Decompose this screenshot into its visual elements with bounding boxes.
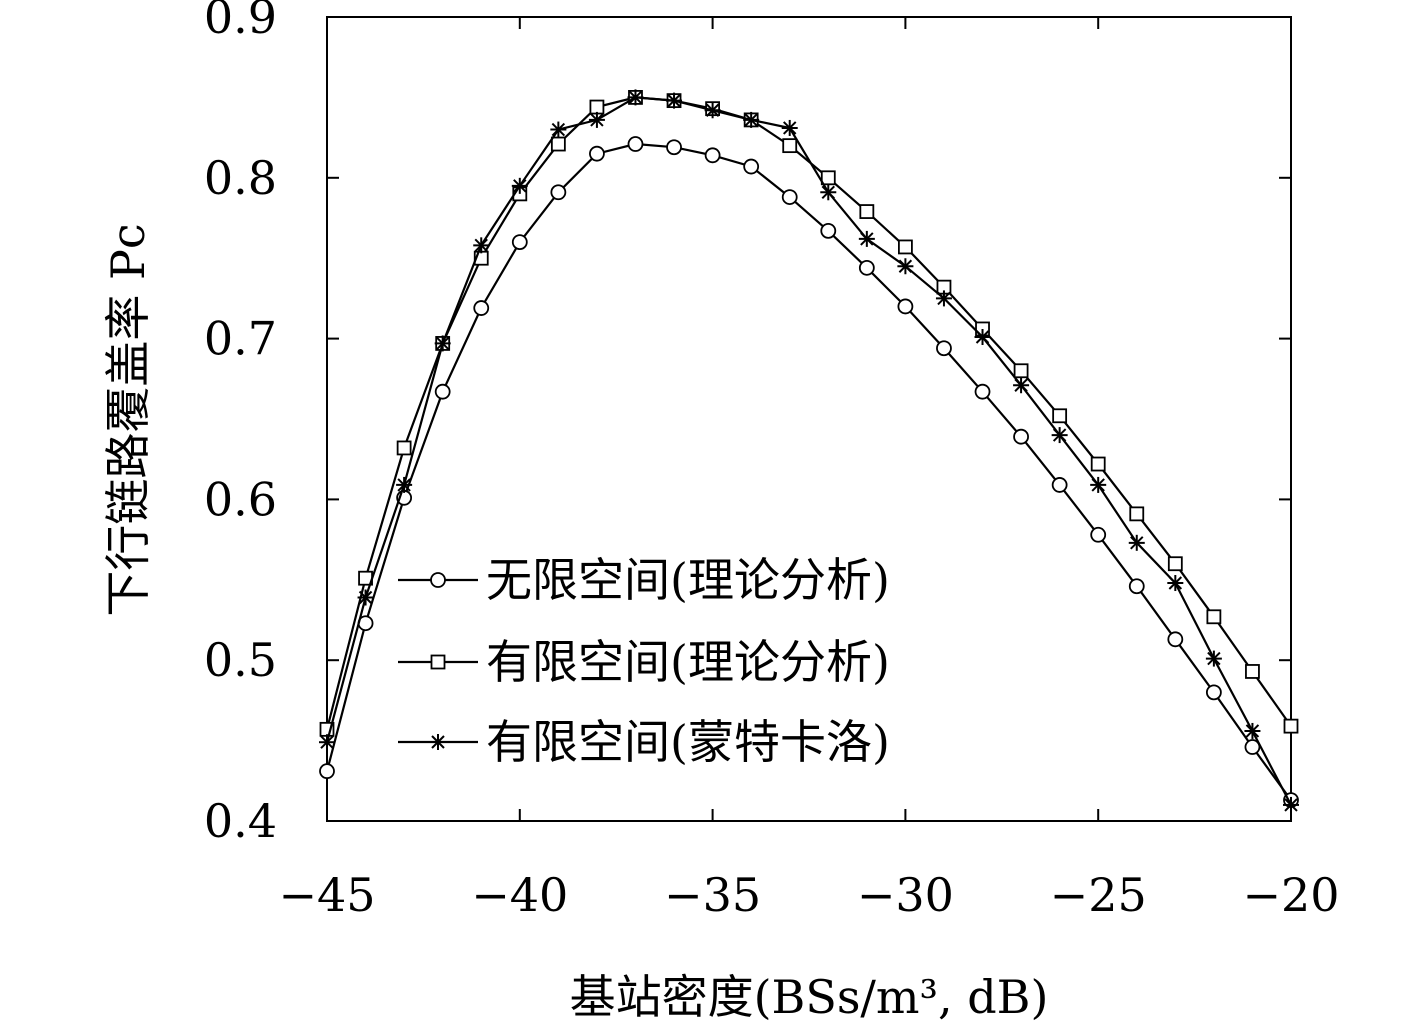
data-point-star bbox=[319, 734, 335, 751]
data-point-star bbox=[1244, 722, 1261, 739]
y-axis-label: 下行链路覆盖率 Pc bbox=[101, 223, 155, 616]
data-point-star bbox=[820, 184, 837, 201]
data-point-star bbox=[1205, 650, 1222, 667]
data-point-star bbox=[1051, 427, 1068, 444]
data-point-circle bbox=[743, 158, 760, 175]
data-point-circle bbox=[858, 259, 875, 276]
data-point-star bbox=[550, 121, 567, 138]
y-tick-label: 0.5 bbox=[204, 633, 277, 687]
data-point-circle bbox=[781, 189, 798, 205]
data-point-circle bbox=[666, 139, 682, 156]
data-point-circle bbox=[974, 383, 991, 400]
data-point-square bbox=[1167, 556, 1183, 572]
data-point-star bbox=[1283, 796, 1299, 813]
data-point-circle bbox=[1051, 477, 1068, 493]
data-point-square bbox=[1090, 456, 1106, 472]
data-point-circle bbox=[473, 300, 490, 316]
data-point-square bbox=[1245, 664, 1260, 679]
data-point-circle bbox=[1244, 739, 1261, 755]
data-point-square bbox=[550, 136, 566, 152]
y-tick-labels: 0.4 0.5 0.6 0.7 0.8 0.9 bbox=[204, 0, 277, 848]
data-point-star bbox=[1128, 534, 1145, 551]
legend-label-2: 有限空间(蒙特卡洛) bbox=[486, 715, 890, 769]
data-point-star bbox=[1013, 377, 1030, 394]
data-point-circle bbox=[1013, 428, 1029, 445]
data-point-star bbox=[897, 258, 914, 275]
data-point-star bbox=[627, 89, 644, 106]
series-0 bbox=[319, 136, 1299, 808]
series-line-0 bbox=[325, 142, 1292, 801]
y-tick-label: 0.7 bbox=[204, 312, 277, 366]
data-point-star bbox=[511, 177, 528, 194]
axis-ticks bbox=[326, 16, 1292, 822]
data-point-circle bbox=[1090, 526, 1107, 543]
data-point-circle bbox=[1205, 684, 1222, 701]
legend-item-1: 有限空间(理论分析) bbox=[398, 635, 890, 689]
data-point-star bbox=[357, 589, 374, 606]
data-point-star bbox=[858, 230, 875, 247]
data-point-square bbox=[859, 204, 875, 219]
legend-label-0: 无限空间(理论分析) bbox=[486, 553, 890, 607]
data-point-star bbox=[704, 102, 721, 119]
data-point-star bbox=[396, 476, 413, 493]
data-point-circle bbox=[897, 298, 914, 315]
legend-item-2: 有限空间(蒙特卡洛) bbox=[398, 715, 890, 769]
data-point-star bbox=[935, 290, 952, 307]
x-tick-label: −25 bbox=[1050, 868, 1147, 922]
data-point-circle bbox=[589, 145, 605, 162]
data-point-square bbox=[782, 138, 798, 154]
data-point-square bbox=[820, 170, 836, 186]
x-tick-labels: −45 −40 −35 −30 −25 −20 bbox=[278, 868, 1339, 922]
data-point-circle bbox=[434, 383, 451, 400]
x-axis-label: 基站密度(BSs/m³, dB) bbox=[570, 970, 1049, 1024]
data-point-star bbox=[974, 328, 991, 345]
legend-item-0: 无限空间(理论分析) bbox=[398, 553, 890, 607]
series-line-2 bbox=[325, 96, 1292, 806]
data-point-star bbox=[666, 92, 683, 109]
y-tick-label: 0.6 bbox=[204, 472, 277, 526]
x-tick-label: −20 bbox=[1242, 868, 1339, 922]
data-point-square bbox=[1206, 609, 1222, 625]
y-tick-label: 0.4 bbox=[204, 794, 277, 848]
legend-marker-star bbox=[430, 734, 446, 750]
y-tick-label: 0.9 bbox=[204, 0, 277, 44]
data-point-star bbox=[1090, 476, 1107, 493]
legend-label-1: 有限空间(理论分析) bbox=[486, 635, 890, 689]
legend-marker-circle bbox=[430, 572, 446, 588]
data-point-circle bbox=[550, 184, 567, 201]
x-tick-label: −45 bbox=[278, 868, 375, 922]
data-point-circle bbox=[627, 136, 644, 152]
data-point-star bbox=[473, 237, 490, 254]
data-point-square bbox=[589, 99, 605, 115]
data-point-circle bbox=[1167, 631, 1184, 648]
data-point-square bbox=[1129, 506, 1145, 522]
data-point-star bbox=[743, 111, 760, 128]
y-tick-label: 0.8 bbox=[204, 151, 277, 205]
data-point-star bbox=[434, 335, 451, 352]
data-point-circle bbox=[820, 222, 837, 239]
data-point-circle bbox=[936, 340, 952, 357]
plot-area-frame bbox=[326, 16, 1292, 822]
data-point-circle bbox=[1128, 578, 1145, 595]
data-point-square bbox=[898, 239, 913, 255]
legend: 无限空间(理论分析) 有限空间(理论分析) 有限空间(蒙特卡洛) bbox=[398, 553, 890, 769]
data-point-star bbox=[588, 111, 605, 128]
legend-marker-square bbox=[430, 654, 446, 670]
data-point-circle bbox=[319, 763, 335, 780]
x-tick-label: −35 bbox=[664, 868, 761, 922]
data-point-square bbox=[396, 440, 412, 456]
data-point-star bbox=[781, 119, 798, 136]
x-tick-label: −40 bbox=[471, 868, 568, 922]
data-point-square bbox=[1052, 408, 1068, 424]
data-point-circle bbox=[511, 234, 528, 251]
data-point-square bbox=[1283, 718, 1299, 734]
data-point-circle bbox=[704, 147, 721, 164]
series-layer bbox=[319, 89, 1299, 813]
x-tick-label: −30 bbox=[857, 868, 954, 922]
data-point-star bbox=[1167, 575, 1184, 592]
series-2 bbox=[319, 89, 1299, 813]
data-point-square bbox=[1013, 363, 1029, 379]
